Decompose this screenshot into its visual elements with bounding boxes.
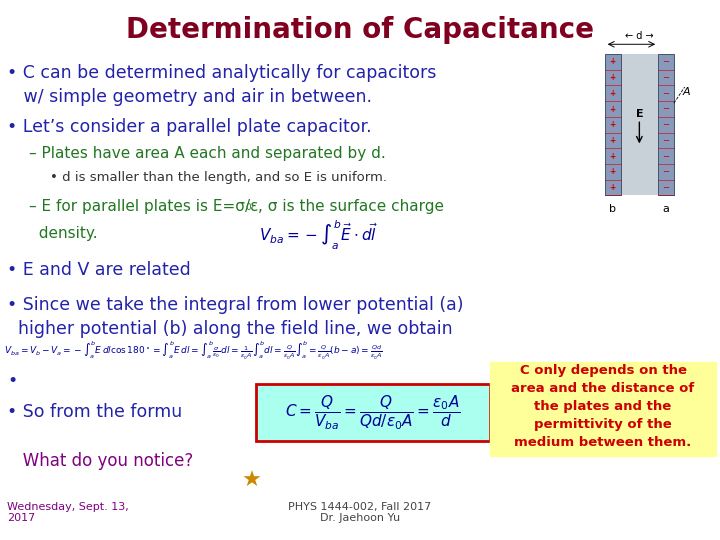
- Text: , σ is the surface charge: , σ is the surface charge: [258, 199, 444, 214]
- Text: −: −: [662, 120, 670, 129]
- Text: b: b: [609, 204, 616, 214]
- Text: • Let’s consider a parallel plate capacitor.: • Let’s consider a parallel plate capaci…: [7, 118, 372, 136]
- Text: +: +: [610, 57, 616, 66]
- Text: Wednesday, Sept. 13,: Wednesday, Sept. 13,: [7, 502, 129, 511]
- Text: w/ simple geometry and air in between.: w/ simple geometry and air in between.: [7, 88, 372, 106]
- Text: ← d →: ← d →: [625, 31, 654, 41]
- Text: C only depends on the
area and the distance of
the plates and the
permittivity o: C only depends on the area and the dista…: [511, 364, 695, 449]
- Text: $V_{ba} = V_b - V_a = -\int_a^b E\,dl\cos180^\circ = \int_a^b E\,dl = \int_a^b \: $V_{ba} = V_b - V_a = -\int_a^b E\,dl\co…: [4, 340, 382, 362]
- Text: What do you notice?: What do you notice?: [7, 451, 194, 470]
- Text: +: +: [610, 105, 616, 113]
- FancyBboxPatch shape: [256, 384, 490, 441]
- Text: • E and V are related: • E and V are related: [7, 261, 191, 279]
- Bar: [605, 54, 621, 195]
- Text: a: a: [662, 204, 670, 214]
- FancyBboxPatch shape: [490, 362, 716, 456]
- Text: • Since we take the integral from lower potential (a): • Since we take the integral from lower …: [7, 296, 464, 314]
- Text: $V_{ba} = -\int_a^b \vec{E}\cdot d\vec{l}$: $V_{ba} = -\int_a^b \vec{E}\cdot d\vec{l…: [259, 218, 379, 252]
- Text: +: +: [610, 136, 616, 145]
- Text: Determination of Capacitance: Determination of Capacitance: [126, 16, 594, 44]
- Bar: [658, 54, 674, 195]
- Text: −: −: [662, 136, 670, 145]
- Text: −: −: [662, 57, 670, 66]
- Text: E: E: [636, 109, 643, 119]
- Text: • C can be determined analytically for capacitors: • C can be determined analytically for c…: [7, 64, 436, 82]
- Text: +: +: [610, 167, 616, 177]
- Text: −: −: [662, 105, 670, 113]
- Text: PHYS 1444-002, Fall 2017: PHYS 1444-002, Fall 2017: [289, 502, 431, 511]
- Text: +: +: [610, 183, 616, 192]
- Text: −: −: [662, 89, 670, 98]
- Text: 2017: 2017: [7, 514, 35, 523]
- Text: higher potential (b) along the field line, we obtain: higher potential (b) along the field lin…: [7, 320, 453, 339]
- Text: – E for parallel plates is E=σ/ε: – E for parallel plates is E=σ/ε: [29, 199, 258, 214]
- Text: −: −: [662, 152, 670, 161]
- Bar: [621, 54, 658, 195]
- Text: −: −: [662, 73, 670, 82]
- Text: •: •: [7, 372, 17, 390]
- Text: $_{0}$: $_{0}$: [245, 200, 252, 213]
- Text: −: −: [662, 183, 670, 192]
- Text: +: +: [610, 120, 616, 129]
- Text: +: +: [610, 152, 616, 161]
- Text: • d is smaller than the length, and so E is uniform.: • d is smaller than the length, and so E…: [50, 171, 387, 184]
- Text: – Plates have area A each and separated by d.: – Plates have area A each and separated …: [29, 146, 385, 161]
- Text: −: −: [662, 167, 670, 177]
- Text: • So from the formu: • So from the formu: [7, 403, 182, 421]
- Text: $C = \dfrac{Q}{V_{ba}} = \dfrac{Q}{Qd/\varepsilon_0 A} = \dfrac{\varepsilon_0 A}: $C = \dfrac{Q}{V_{ba}} = \dfrac{Q}{Qd/\v…: [285, 394, 460, 432]
- Text: A: A: [683, 87, 690, 97]
- Text: density.: density.: [29, 226, 97, 241]
- Text: +: +: [610, 73, 616, 82]
- Text: Dr. Jaehoon Yu: Dr. Jaehoon Yu: [320, 514, 400, 523]
- Text: ★: ★: [242, 470, 262, 491]
- Text: +: +: [610, 89, 616, 98]
